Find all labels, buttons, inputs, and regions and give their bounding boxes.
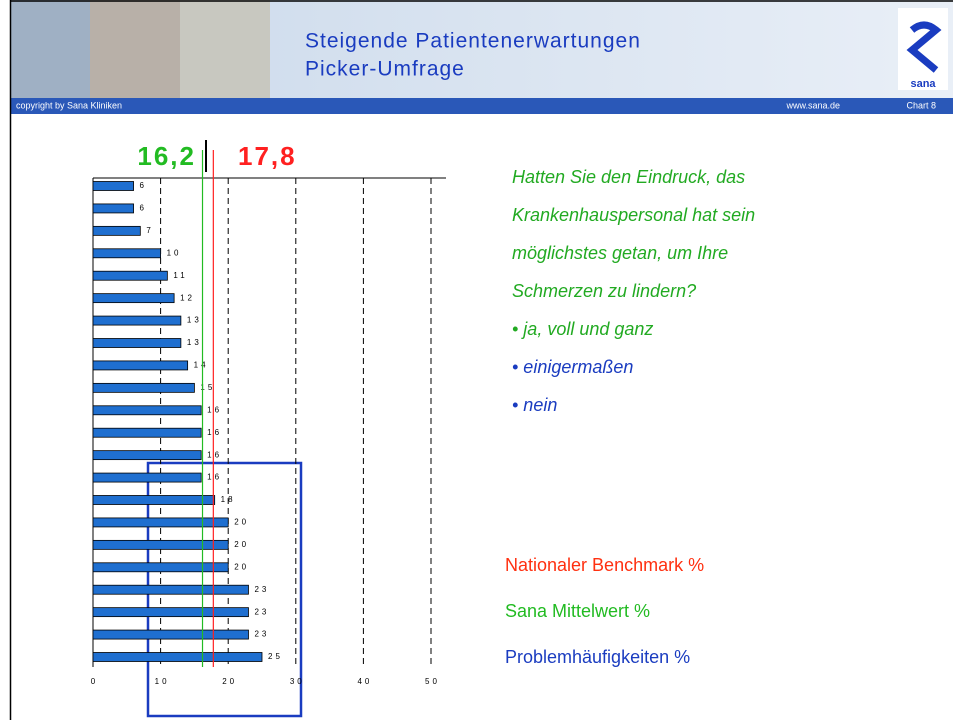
bar — [92, 427, 202, 438]
value-label: 23 — [254, 630, 269, 639]
question-text: Hatten Sie den Eindruck, das — [512, 167, 745, 187]
x-tick-label: 30 — [290, 677, 305, 686]
value-label: 16 — [207, 428, 222, 437]
value-label: 16 — [207, 450, 222, 459]
value-label: 20 — [234, 518, 249, 527]
reference-label: 16,2 — [137, 141, 196, 171]
logo-text: sana — [910, 78, 936, 90]
answer-option: • ja, voll und ganz — [512, 319, 653, 339]
bar — [92, 629, 249, 640]
reference-label: 17,8 — [238, 141, 297, 171]
value-label: 13 — [187, 338, 202, 347]
question-text: möglichstes getan, um Ihre — [512, 243, 728, 263]
bar — [92, 225, 141, 236]
value-label: 16 — [207, 405, 222, 414]
bar — [92, 293, 175, 304]
value-label: 12 — [180, 293, 195, 302]
photo — [90, 0, 180, 98]
bar — [92, 203, 134, 214]
bar — [92, 405, 202, 416]
value-label: 6 — [140, 181, 147, 190]
value-label: 7 — [146, 226, 153, 235]
x-tick-label: 40 — [357, 677, 372, 686]
question-text: Schmerzen zu lindern? — [512, 281, 696, 301]
bar — [92, 248, 161, 259]
bar — [92, 450, 202, 461]
photo — [10, 0, 90, 98]
bar — [92, 584, 249, 595]
value-label: 6 — [140, 204, 147, 213]
value-label: 20 — [234, 540, 249, 549]
logo — [906, 21, 942, 73]
value-label: 20 — [234, 562, 249, 571]
question-text: Krankenhauspersonal hat sein — [512, 205, 755, 225]
bar — [92, 338, 182, 348]
x-tick-label: 0 — [91, 677, 98, 686]
value-label: 23 — [254, 585, 269, 594]
value-label: 13 — [187, 316, 202, 325]
bar — [92, 652, 263, 662]
legend-entry: Sana Mittelwert % — [505, 601, 650, 621]
value-label: 10 — [167, 248, 182, 257]
value-label: 15 — [200, 383, 215, 392]
title: Picker-Umfrage — [305, 58, 465, 81]
x-tick-label: 10 — [155, 677, 170, 686]
legend-entry: Problemhäufigkeiten % — [505, 647, 690, 667]
copyright: copyright by Sana Kliniken — [16, 100, 122, 110]
value-label: 25 — [268, 652, 283, 661]
bar — [92, 472, 202, 483]
answer-option: • nein — [512, 395, 557, 415]
photo — [180, 0, 270, 98]
bar — [92, 270, 168, 281]
bar — [92, 517, 229, 528]
value-label: 23 — [254, 607, 269, 616]
bar — [92, 315, 182, 326]
legend-entry: Nationaler Benchmark % — [505, 555, 704, 575]
title: Steigende Patientenerwartungen — [305, 30, 641, 53]
info-bar — [10, 98, 953, 114]
x-tick-label: 20 — [222, 677, 237, 686]
bar — [92, 562, 229, 573]
value-label: 16 — [207, 473, 222, 482]
bar — [92, 495, 216, 505]
website: www.sana.de — [785, 100, 840, 110]
bar — [92, 539, 229, 550]
bar — [92, 382, 195, 393]
bar — [92, 360, 189, 371]
chart-number: Chart 8 — [906, 100, 936, 110]
x-tick-label: 50 — [425, 677, 440, 686]
value-label: 14 — [194, 361, 209, 370]
bar — [92, 181, 134, 191]
value-label: 11 — [173, 271, 187, 280]
bar — [92, 607, 249, 618]
answer-option: • einigermaßen — [512, 357, 633, 377]
value-label: 18 — [221, 495, 236, 504]
